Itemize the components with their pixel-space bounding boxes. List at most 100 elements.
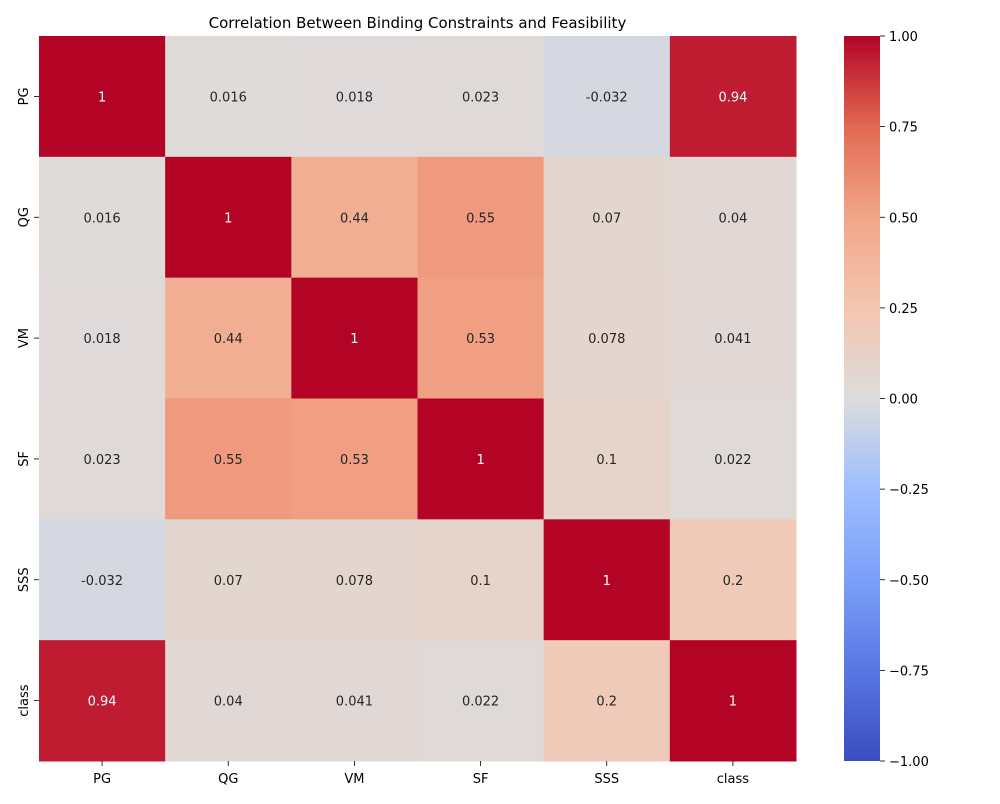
- cell-value-label: 0.55: [214, 453, 243, 468]
- heatmap-cell: [165, 156, 292, 279]
- cell-value-label: 0.016: [210, 90, 247, 105]
- heatmap-cell: [417, 36, 545, 158]
- cell-value-label: -0.032: [81, 574, 123, 589]
- cell-value-label: 1: [350, 332, 358, 347]
- cell-value-label: 1: [98, 90, 106, 105]
- colorbar-tick-label: 1.00: [889, 30, 918, 45]
- heatmap-cell: [543, 519, 671, 641]
- heatmap-cell: [291, 36, 418, 158]
- colorbar-tick-label: −0.50: [889, 574, 929, 589]
- heatmap-cell: [165, 398, 292, 520]
- heatmap-cell: [543, 277, 671, 399]
- y-tick-label: QG: [17, 207, 32, 227]
- cell-value-label: 0.041: [714, 332, 751, 347]
- heatmap-cell: [543, 36, 671, 158]
- colorbar-tick-label: 0.00: [889, 393, 918, 408]
- cell-value-label: 0.04: [214, 695, 243, 710]
- heatmap-cell: [669, 398, 797, 520]
- cell-value-label: 0.07: [592, 211, 621, 226]
- chart-title: Correlation Between Binding Constraints …: [209, 14, 627, 32]
- heatmap-cells: [39, 36, 797, 762]
- heatmap-cell: [669, 36, 797, 158]
- colorbar-tick-label: 0.25: [889, 302, 918, 317]
- colorbar-tick-label: −0.75: [889, 664, 929, 679]
- cell-value-label: 0.078: [336, 574, 373, 589]
- colorbar-ticks: 1.00 0.75 0.50 0.25 0.00 −0.25 −0.50 −0.75 −1.00: [880, 30, 929, 770]
- cell-value-label: 0.018: [83, 332, 120, 347]
- cell-value-label: 1: [603, 574, 611, 589]
- cell-value-label: 0.55: [466, 211, 495, 226]
- cell-value-label: 0.1: [596, 453, 617, 468]
- cell-value-label: 0.07: [214, 574, 243, 589]
- heatmap-cell: [417, 519, 545, 641]
- heatmap-cell: [39, 519, 166, 641]
- cell-value-label: 0.023: [462, 90, 499, 105]
- heatmap-cell: [669, 277, 797, 399]
- heatmap-cell: [165, 519, 292, 641]
- cell-value-label: 0.023: [83, 453, 120, 468]
- heatmap-cell: [669, 156, 797, 279]
- y-tick-label: SSS: [17, 567, 32, 592]
- heatmap-cell: [417, 640, 545, 762]
- cell-value-label: 0.022: [714, 453, 751, 468]
- heatmap-cell: [417, 398, 545, 520]
- y-tick-label: SF: [17, 451, 32, 467]
- cell-value-label: 0.53: [340, 453, 369, 468]
- heatmap-cell: [291, 640, 418, 762]
- y-tick-label: PG: [17, 87, 32, 105]
- heatmap-cell: [291, 156, 418, 279]
- cell-value-label: 0.022: [462, 695, 499, 710]
- cell-value-label: 1: [476, 453, 484, 468]
- heatmap-cell: [543, 156, 671, 279]
- cell-value-label: 0.53: [466, 332, 495, 347]
- heatmap-cell: [39, 36, 166, 158]
- heatmap-cell: [669, 519, 797, 641]
- x-tick-label: PG: [93, 772, 111, 787]
- x-tick-label: QG: [218, 772, 238, 787]
- heatmap-cell: [291, 398, 418, 520]
- heatmap-cell: [543, 640, 671, 762]
- colorbar-tick-label: −0.25: [889, 483, 929, 498]
- colorbar-tick-label: −1.00: [889, 755, 929, 770]
- x-tick-label: SSS: [594, 772, 619, 787]
- colorbar-gradient: [844, 36, 880, 761]
- cell-value-label: 1: [729, 695, 737, 710]
- x-tick-label: class: [717, 772, 749, 787]
- cell-value-label: 1: [224, 211, 232, 226]
- cell-value-label: 0.1: [470, 574, 491, 589]
- cell-value-label: 0.078: [588, 332, 625, 347]
- y-tick-label: class: [17, 684, 32, 716]
- colorbar-tick-label: 0.75: [889, 121, 918, 136]
- heatmap-cell: [417, 156, 545, 279]
- cell-value-label: 0.2: [723, 574, 744, 589]
- heatmap-cell: [291, 519, 418, 641]
- cell-value-label: -0.032: [586, 90, 628, 105]
- heatmap-cell: [291, 277, 418, 399]
- heatmap-cell: [417, 277, 545, 399]
- heatmap-cell: [39, 156, 166, 279]
- cell-value-label: 0.94: [88, 695, 117, 710]
- heatmap-cell: [39, 640, 166, 762]
- heatmap-cell: [165, 277, 292, 399]
- cell-value-label: 0.44: [340, 211, 369, 226]
- heatmap-cell: [669, 640, 797, 762]
- heatmap-cell-labels: 1 0.016 0.018 0.023 -0.032 0.94 0.016 1 0.44 0.55…: [81, 90, 751, 709]
- cell-value-label: 0.041: [336, 695, 373, 710]
- cell-value-label: 0.2: [596, 695, 617, 710]
- colorbar-tick-label: 0.50: [889, 211, 918, 226]
- cell-value-label: 0.04: [718, 211, 747, 226]
- heatmap-cell: [165, 36, 292, 158]
- cell-value-label: 0.016: [83, 211, 120, 226]
- heatmap-cell: [165, 640, 292, 762]
- colorbar: [844, 36, 880, 761]
- x-axis: PG QG VM SF SSS class: [93, 761, 749, 787]
- y-tick-label: VM: [17, 328, 32, 348]
- heatmap-cell: [543, 398, 671, 520]
- heatmap-cell: [39, 277, 166, 399]
- cell-value-label: 0.44: [214, 332, 243, 347]
- cell-value-label: 0.018: [336, 90, 373, 105]
- cell-value-label: 0.94: [718, 90, 747, 105]
- x-tick-label: VM: [344, 772, 364, 787]
